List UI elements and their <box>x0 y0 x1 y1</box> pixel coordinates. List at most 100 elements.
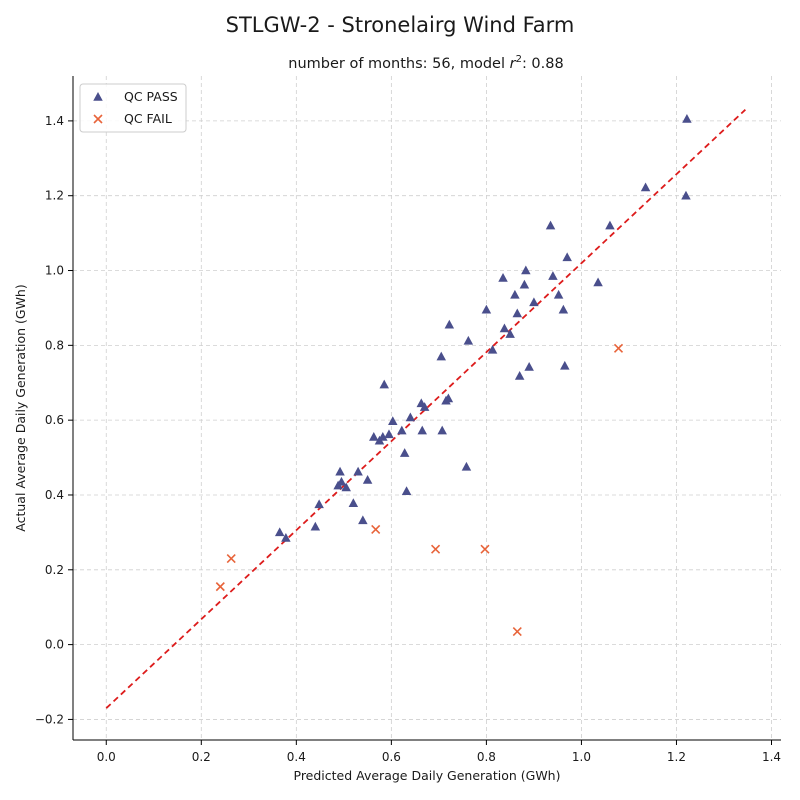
qc-pass-point <box>341 482 351 492</box>
qc-pass-point <box>558 304 569 314</box>
qc-pass-point <box>348 498 359 507</box>
x-tick-label: 0.6 <box>382 750 401 764</box>
fit-line <box>105 109 746 709</box>
qc-pass-point <box>314 499 324 509</box>
qc-fail-point <box>226 554 236 564</box>
cross-stroke <box>430 544 441 554</box>
legend-fail-label: QC FAIL <box>124 111 172 126</box>
qc-pass-point <box>524 362 534 371</box>
qc-pass-point <box>384 429 394 439</box>
qc-pass-point <box>417 425 427 435</box>
x-tick-label: 1.0 <box>572 750 591 764</box>
qc-pass-point <box>310 521 321 531</box>
qc-pass-point <box>681 190 691 200</box>
cross-stroke <box>215 582 225 592</box>
subtitle-r-symbol: r <box>510 56 517 72</box>
qc-pass-point <box>682 114 692 123</box>
qc-pass-point <box>353 466 363 476</box>
qc-pass-point <box>378 431 388 441</box>
qc-pass-point <box>444 319 455 329</box>
chart-subtitle: number of months: 56, model r2: 0.88 <box>288 54 563 72</box>
cross-stroke <box>512 626 522 637</box>
x-axis-label: Predicted Average Daily Generation (GWh) <box>294 768 561 783</box>
qc-pass-point <box>358 515 368 525</box>
qc-pass-point <box>605 220 615 230</box>
y-tick-label: 1.2 <box>45 189 64 203</box>
qc-pass-point <box>281 532 291 542</box>
qc-pass-point <box>437 425 447 435</box>
qc-fail-point <box>371 524 381 534</box>
subtitle-r-exponent: 2 <box>516 54 522 65</box>
qc-pass-point <box>388 416 398 426</box>
legend-box <box>79 83 187 133</box>
x-tick-label: 1.4 <box>762 750 781 764</box>
legend: QC PASS QC FAIL <box>79 83 187 133</box>
qc-pass-point <box>436 351 447 361</box>
legend-fail-cross <box>93 114 103 124</box>
qc-fail-point <box>613 343 624 353</box>
qc-pass-point <box>487 344 498 354</box>
legend-pass-label: QC PASS <box>124 89 178 104</box>
qc-pass-point <box>274 527 285 537</box>
data-points <box>215 114 692 637</box>
qc-pass-point <box>640 182 651 192</box>
subtitle-prefix: number of months: 56, model <box>288 56 509 72</box>
qc-pass-point <box>529 297 539 307</box>
legend-fail-marker <box>93 114 103 124</box>
y-tick-label: −0.2 <box>35 712 64 726</box>
qc-pass-point <box>369 431 379 441</box>
qc-pass-point <box>362 475 373 484</box>
qc-pass-point <box>499 323 510 333</box>
axes: 0.0 0.2 0.4 0.6 0.8 1.0 1.2 1.4 −0.2 0.0 0.2 0.4 0.6… <box>35 76 781 764</box>
qc-pass-point <box>510 289 520 299</box>
qc-pass-point <box>519 279 530 289</box>
cross-stroke <box>226 554 236 564</box>
cross-stroke <box>93 114 103 124</box>
qc-pass-point <box>397 425 407 435</box>
qc-pass-point <box>405 412 416 422</box>
qc-pass-point <box>443 393 454 403</box>
qc-pass-point <box>593 277 603 287</box>
qc-pass-point <box>379 379 389 389</box>
qc-pass-point <box>401 486 412 495</box>
qc-pass-point <box>553 289 564 299</box>
qc-pass-point <box>512 308 523 318</box>
qc-pass-point <box>336 476 347 486</box>
qc-pass-point <box>545 220 556 230</box>
qc-pass-point <box>481 304 492 314</box>
x-tick-label: 0.8 <box>477 750 496 764</box>
x-tick-label: 0.2 <box>192 750 211 764</box>
grid <box>73 76 781 740</box>
qc-pass-point <box>560 360 570 370</box>
qc-pass-point <box>514 371 525 380</box>
y-axis-label: Actual Average Daily Generation (GWh) <box>13 284 28 531</box>
qc-pass-point <box>548 271 558 280</box>
qc-pass-point <box>498 273 508 282</box>
y-tick-label: 0.0 <box>45 638 64 652</box>
cross-stroke <box>613 343 624 353</box>
qc-pass-point <box>419 402 430 411</box>
legend-pass-marker <box>93 92 103 101</box>
qc-pass-point <box>461 461 472 471</box>
qc-fail-point <box>512 626 522 637</box>
y-tick-label: 0.2 <box>45 563 64 577</box>
y-tick-label: 0.6 <box>45 413 64 427</box>
fit-line-layer <box>105 109 746 709</box>
x-tick-label: 0.0 <box>97 750 116 764</box>
qc-pass-point <box>335 466 345 476</box>
y-tick-label: 1.4 <box>45 114 64 128</box>
qc-pass-point <box>505 329 515 338</box>
cross-stroke <box>371 524 381 534</box>
qc-fail-point <box>480 544 490 554</box>
subtitle-suffix: : 0.88 <box>522 56 564 72</box>
y-tick-label: 1.0 <box>45 264 64 278</box>
y-tick-label: 0.4 <box>45 488 64 502</box>
x-tick-label: 1.2 <box>667 750 686 764</box>
x-tick-label: 0.4 <box>287 750 306 764</box>
qc-pass-point <box>521 265 531 275</box>
y-tick-label: 0.8 <box>45 338 64 352</box>
chart-title: STLGW-2 - Stronelairg Wind Farm <box>226 13 575 37</box>
qc-fail-point <box>430 544 441 554</box>
legend-pass-triangle <box>93 92 103 101</box>
